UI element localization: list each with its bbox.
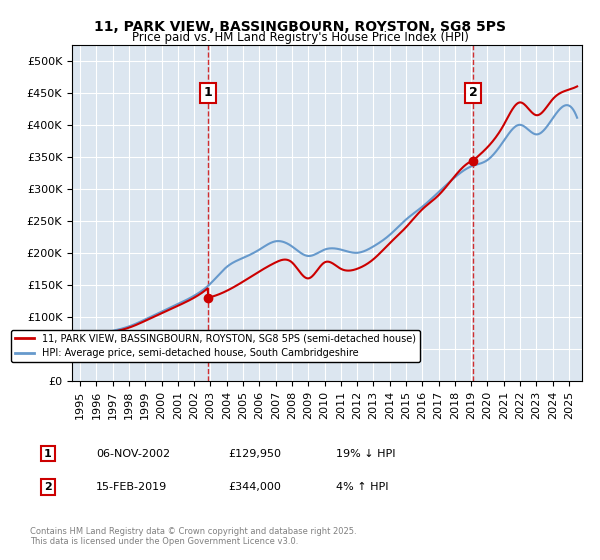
Text: Price paid vs. HM Land Registry's House Price Index (HPI): Price paid vs. HM Land Registry's House … (131, 31, 469, 44)
Text: £344,000: £344,000 (228, 482, 281, 492)
Text: 11, PARK VIEW, BASSINGBOURN, ROYSTON, SG8 5PS: 11, PARK VIEW, BASSINGBOURN, ROYSTON, SG… (94, 20, 506, 34)
Legend: 11, PARK VIEW, BASSINGBOURN, ROYSTON, SG8 5PS (semi-detached house), HPI: Averag: 11, PARK VIEW, BASSINGBOURN, ROYSTON, SG… (11, 330, 420, 362)
Text: 06-NOV-2002: 06-NOV-2002 (96, 449, 170, 459)
Text: 15-FEB-2019: 15-FEB-2019 (96, 482, 167, 492)
Text: 4% ↑ HPI: 4% ↑ HPI (336, 482, 389, 492)
Text: 1: 1 (203, 86, 212, 99)
Text: 2: 2 (44, 482, 52, 492)
Text: 1: 1 (44, 449, 52, 459)
Text: Contains HM Land Registry data © Crown copyright and database right 2025.
This d: Contains HM Land Registry data © Crown c… (30, 526, 356, 546)
Text: 2: 2 (469, 86, 478, 99)
Text: £129,950: £129,950 (228, 449, 281, 459)
Text: 19% ↓ HPI: 19% ↓ HPI (336, 449, 395, 459)
